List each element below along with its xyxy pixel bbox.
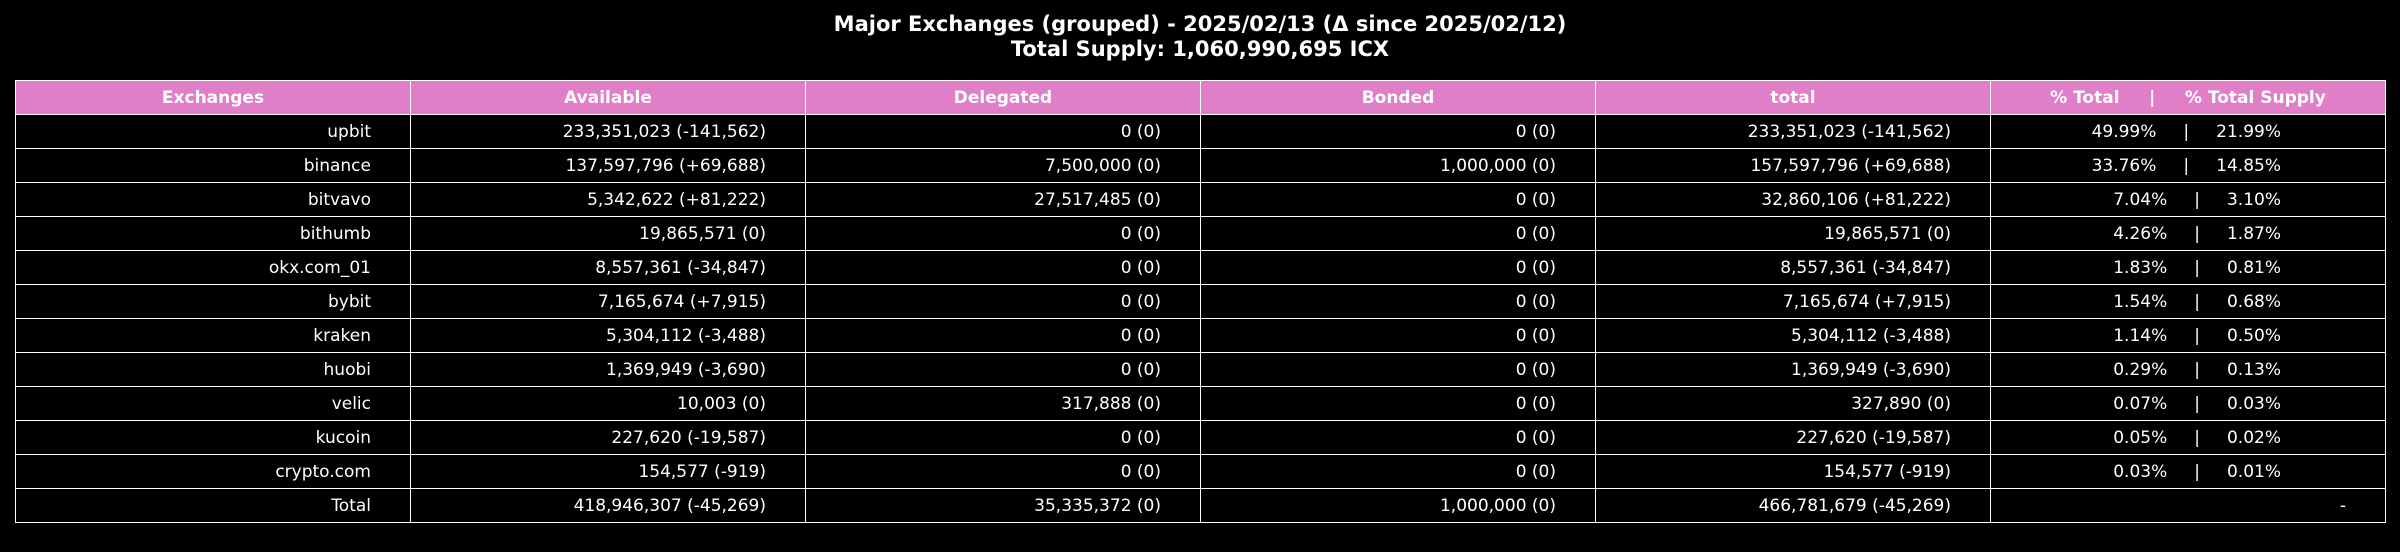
table-row: huobi 1,369,949 (-3,690) 0 (0) 0 (0) 1,369,9… — [15, 352, 2386, 387]
cell-exchange: Total — [15, 488, 411, 523]
cell-exchange: crypto.com — [15, 454, 411, 489]
cell-percent: 7.04% | 3.10% — [1990, 182, 2386, 217]
cell-bonded: 0 (0) — [1200, 216, 1596, 251]
table-row: okx.com_01 8,557,361 (-34,847) 0 (0) 0 (0) 8… — [15, 250, 2386, 285]
cell-delegated: 0 (0) — [805, 454, 1201, 489]
cell-exchange: upbit — [15, 114, 411, 149]
chart-title-line-1: Major Exchanges (grouped) - 2025/02/13 (… — [833, 12, 1567, 36]
cell-bonded: 0 (0) — [1200, 352, 1596, 387]
cell-available: 233,351,023 (-141,562) — [410, 114, 806, 149]
cell-available: 227,620 (-19,587) — [410, 420, 806, 455]
column-header-exchanges: Exchanges — [15, 80, 411, 115]
cell-percent: 0.05% | 0.02% — [1990, 420, 2386, 455]
cell-available: 1,369,949 (-3,690) — [410, 352, 806, 387]
cell-exchange: okx.com_01 — [15, 250, 411, 285]
cell-exchange: bithumb — [15, 216, 411, 251]
cell-delegated: 0 (0) — [805, 352, 1201, 387]
cell-percent: 1.54% | 0.68% — [1990, 284, 2386, 319]
table-total-row: Total 418,946,307 (-45,269) 35,335,372 (0)… — [15, 488, 2386, 523]
cell-bonded: 0 (0) — [1200, 114, 1596, 149]
cell-percent: 0.03% | 0.01% — [1990, 454, 2386, 489]
chart-title-line-2: Total Supply: 1,060,990,695 ICX — [1010, 37, 1390, 61]
cell-total: 327,890 (0) — [1595, 386, 1991, 421]
cell-total: 19,865,571 (0) — [1595, 216, 1991, 251]
cell-bonded: 0 (0) — [1200, 182, 1596, 217]
cell-available: 154,577 (-919) — [410, 454, 806, 489]
cell-percent: 0.29% | 0.13% — [1990, 352, 2386, 387]
cell-bonded: 0 (0) — [1200, 318, 1596, 353]
cell-delegated: 35,335,372 (0) — [805, 488, 1201, 523]
cell-percent: 1.83% | 0.81% — [1990, 250, 2386, 285]
cell-percent: 4.26% | 1.87% — [1990, 216, 2386, 251]
cell-delegated: 0 (0) — [805, 284, 1201, 319]
cell-total: 154,577 (-919) — [1595, 454, 1991, 489]
cell-percent: - — [1990, 488, 2386, 523]
cell-bonded: 0 (0) — [1200, 386, 1596, 421]
column-header-bonded: Bonded — [1200, 80, 1596, 115]
table-row: upbit 233,351,023 (-141,562) 0 (0) 0 (0) 233… — [15, 114, 2386, 149]
cell-bonded: 1,000,000 (0) — [1200, 488, 1596, 523]
cell-total: 227,620 (-19,587) — [1595, 420, 1991, 455]
table-row: crypto.com 154,577 (-919) 0 (0) 0 (0) 154,57… — [15, 454, 2386, 489]
table-row: binance 137,597,796 (+69,688) 7,500,000 (0… — [15, 148, 2386, 183]
cell-delegated: 27,517,485 (0) — [805, 182, 1201, 217]
cell-available: 5,304,112 (-3,488) — [410, 318, 806, 353]
cell-available: 5,342,622 (+81,222) — [410, 182, 806, 217]
cell-exchange: binance — [15, 148, 411, 183]
table-row: bitvavo 5,342,622 (+81,222) 27,517,485 (0)… — [15, 182, 2386, 217]
cell-delegated: 0 (0) — [805, 114, 1201, 149]
cell-bonded: 1,000,000 (0) — [1200, 148, 1596, 183]
cell-bonded: 0 (0) — [1200, 420, 1596, 455]
table-row: bithumb 19,865,571 (0) 0 (0) 0 (0) 19,865,57… — [15, 216, 2386, 251]
cell-total: 32,860,106 (+81,222) — [1595, 182, 1991, 217]
cell-total: 157,597,796 (+69,688) — [1595, 148, 1991, 183]
cell-bonded: 0 (0) — [1200, 454, 1596, 489]
cell-total: 1,369,949 (-3,690) — [1595, 352, 1991, 387]
cell-exchange: velic — [15, 386, 411, 421]
column-header-available: Available — [410, 80, 806, 115]
cell-total: 7,165,674 (+7,915) — [1595, 284, 1991, 319]
cell-total: 233,351,023 (-141,562) — [1595, 114, 1991, 149]
table-row: kucoin 227,620 (-19,587) 0 (0) 0 (0) 227,620… — [15, 420, 2386, 455]
cell-exchange: huobi — [15, 352, 411, 387]
cell-bonded: 0 (0) — [1200, 250, 1596, 285]
cell-percent: 33.76% | 14.85% — [1990, 148, 2386, 183]
cell-total: 8,557,361 (-34,847) — [1595, 250, 1991, 285]
column-header-delegated: Delegated — [805, 80, 1201, 115]
cell-delegated: 0 (0) — [805, 318, 1201, 353]
chart-title: Major Exchanges (grouped) - 2025/02/13 (… — [0, 12, 2400, 62]
column-header-total: total — [1595, 80, 1991, 115]
cell-exchange: bitvavo — [15, 182, 411, 217]
cell-percent: 49.99% | 21.99% — [1990, 114, 2386, 149]
cell-percent: 0.07% | 0.03% — [1990, 386, 2386, 421]
table-row: bybit 7,165,674 (+7,915) 0 (0) 0 (0) 7,165,6… — [15, 284, 2386, 319]
cell-bonded: 0 (0) — [1200, 284, 1596, 319]
cell-available: 8,557,361 (-34,847) — [410, 250, 806, 285]
table-body: upbit 233,351,023 (-141,562) 0 (0) 0 (0) 233… — [15, 114, 2386, 523]
cell-total: 5,304,112 (-3,488) — [1595, 318, 1991, 353]
exchanges-table: Exchanges Available Delegated Bonded tot… — [15, 80, 2386, 523]
cell-available: 137,597,796 (+69,688) — [410, 148, 806, 183]
cell-delegated: 0 (0) — [805, 420, 1201, 455]
table-row: kraken 5,304,112 (-3,488) 0 (0) 0 (0) 5,304,… — [15, 318, 2386, 353]
cell-delegated: 317,888 (0) — [805, 386, 1201, 421]
cell-available: 7,165,674 (+7,915) — [410, 284, 806, 319]
cell-percent: 1.14% | 0.50% — [1990, 318, 2386, 353]
cell-delegated: 7,500,000 (0) — [805, 148, 1201, 183]
cell-total: 466,781,679 (-45,269) — [1595, 488, 1991, 523]
cell-delegated: 0 (0) — [805, 250, 1201, 285]
table-header-row: Exchanges Available Delegated Bonded tot… — [15, 80, 2386, 115]
cell-exchange: kucoin — [15, 420, 411, 455]
cell-delegated: 0 (0) — [805, 216, 1201, 251]
cell-exchange: kraken — [15, 318, 411, 353]
column-header-percent: % Total | % Total Supply — [1990, 80, 2386, 115]
cell-available: 418,946,307 (-45,269) — [410, 488, 806, 523]
cell-available: 10,003 (0) — [410, 386, 806, 421]
cell-exchange: bybit — [15, 284, 411, 319]
cell-available: 19,865,571 (0) — [410, 216, 806, 251]
table-row: velic 10,003 (0) 317,888 (0) 0 (0) 327,890 (… — [15, 386, 2386, 421]
